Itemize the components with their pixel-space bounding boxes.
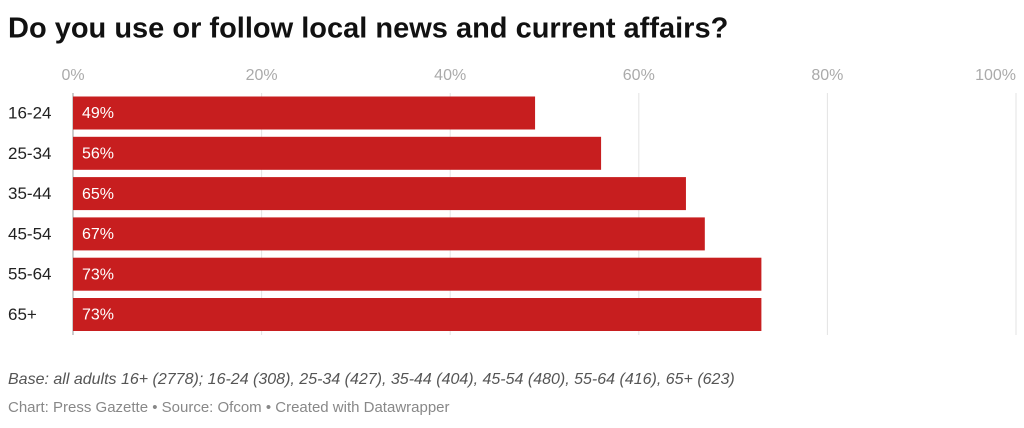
value-label: 67% [82, 226, 114, 243]
bar [73, 177, 686, 211]
x-tick-label: 40% [434, 67, 466, 84]
x-tick-label: 20% [246, 67, 278, 84]
y-tick-label: 45-54 [8, 224, 51, 243]
bar [73, 257, 762, 291]
value-label: 73% [82, 266, 114, 283]
bar [73, 298, 762, 331]
x-tick-label: 60% [623, 67, 655, 84]
x-tick-label: 0% [61, 67, 84, 84]
y-tick-label: 35-44 [8, 184, 51, 203]
value-label: 49% [82, 105, 114, 122]
value-label: 65% [82, 186, 114, 203]
bar [73, 96, 536, 130]
chart-footer: Chart: Press Gazette • Source: Ofcom • C… [8, 399, 450, 416]
y-tick-label: 65+ [8, 305, 37, 324]
chart-title: Do you use or follow local news and curr… [8, 13, 728, 45]
x-tick-label: 80% [811, 67, 843, 84]
y-tick-label: 16-24 [8, 103, 51, 122]
bar [73, 136, 602, 170]
y-tick-label: 55-64 [8, 265, 51, 284]
x-tick-label: 100% [975, 67, 1016, 84]
bar [73, 217, 705, 251]
chart-note: Base: all adults 16+ (2778); 16-24 (308)… [8, 371, 735, 388]
y-tick-label: 25-34 [8, 144, 51, 163]
value-label: 73% [82, 307, 114, 324]
value-label: 56% [82, 146, 114, 163]
